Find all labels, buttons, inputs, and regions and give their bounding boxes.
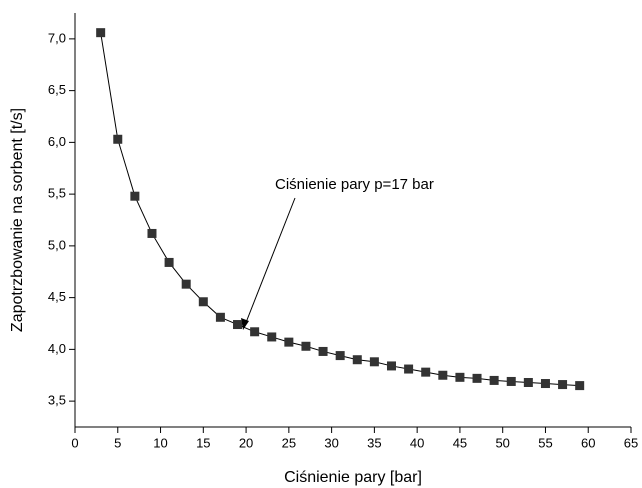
- marker: [540, 379, 550, 389]
- marker: [250, 327, 260, 337]
- marker: [455, 372, 465, 382]
- x-tick-label: 20: [239, 435, 253, 450]
- x-tick-label: 55: [538, 435, 552, 450]
- annotation-arrow: [244, 197, 296, 326]
- x-tick-label: 10: [153, 435, 167, 450]
- x-tick-label: 5: [114, 435, 121, 450]
- marker: [267, 332, 277, 342]
- annotation: Ciśnienie pary p=17 bar: [275, 176, 434, 193]
- y-tick-label: 3,5: [48, 393, 66, 408]
- x-tick-label: 60: [581, 435, 595, 450]
- x-tick-label: 0: [71, 435, 78, 450]
- y-tick-label: 7,0: [48, 30, 66, 45]
- x-tick-label: 25: [282, 435, 296, 450]
- x-tick-label: 50: [495, 435, 509, 450]
- y-tick-label: 5,0: [48, 237, 66, 252]
- marker: [113, 134, 123, 144]
- y-tick-label: 5,5: [48, 186, 66, 201]
- marker: [215, 312, 225, 322]
- x-tick-label: 30: [324, 435, 338, 450]
- marker: [164, 257, 174, 267]
- marker: [284, 337, 294, 347]
- marker: [523, 377, 533, 387]
- marker: [506, 376, 516, 386]
- x-axis-title: Ciśnienie pary [bar]: [284, 469, 422, 486]
- x-tick-label: 40: [410, 435, 424, 450]
- y-tick-label: 6,5: [48, 82, 66, 97]
- y-axis-title: Zapotrzbowanie na sorbent [t/s]: [9, 108, 26, 332]
- marker: [404, 364, 414, 374]
- marker: [198, 297, 208, 307]
- marker: [147, 228, 157, 238]
- marker: [181, 279, 191, 289]
- marker: [575, 381, 585, 391]
- y-tick-label: 4,0: [48, 341, 66, 356]
- x-tick-label: 65: [624, 435, 638, 450]
- marker: [438, 370, 448, 380]
- x-tick-label: 35: [367, 435, 381, 450]
- marker: [472, 373, 482, 383]
- marker: [352, 355, 362, 365]
- marker: [386, 361, 396, 371]
- marker: [369, 357, 379, 367]
- marker: [233, 320, 243, 330]
- series-line: [100, 32, 580, 387]
- marker: [301, 341, 311, 351]
- marker: [318, 346, 328, 356]
- y-tick-label: 6,0: [48, 134, 66, 149]
- x-tick-label: 15: [196, 435, 210, 450]
- marker: [489, 375, 499, 385]
- marker: [96, 28, 106, 38]
- marker: [558, 380, 568, 390]
- x-tick-label: 45: [453, 435, 467, 450]
- marker: [335, 351, 345, 361]
- marker: [421, 367, 431, 377]
- marker: [130, 191, 140, 201]
- y-tick-label: 4,5: [48, 289, 66, 304]
